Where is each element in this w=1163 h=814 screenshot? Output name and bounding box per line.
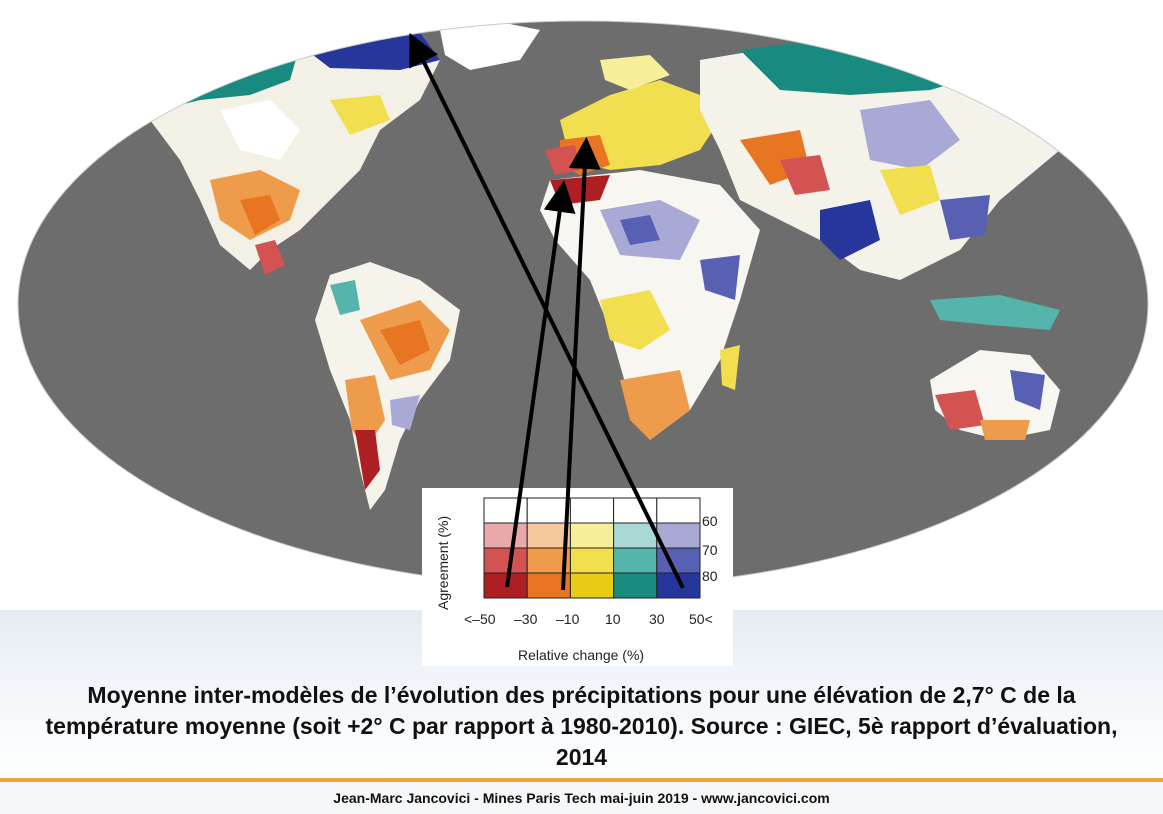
legend-cell-top-5 (656, 572, 701, 599)
agreement-70-label: 70 (702, 542, 718, 558)
footer-band (0, 782, 1163, 814)
figure-caption: Moyenne inter-modèles de l’évolution des… (45, 682, 1118, 770)
legend-cells (483, 497, 701, 599)
legend-cell-70-5 (656, 522, 701, 549)
legend-cell-60-2 (526, 497, 571, 524)
legend-cell-top-4 (613, 572, 658, 599)
x-tick-1: <–50 (464, 611, 496, 627)
legend-cell-70-1 (483, 522, 528, 549)
australia (930, 350, 1060, 440)
legend-cell-80-4 (613, 547, 658, 574)
legend-graphic: 60 70 80 <–50 –30 –10 10 30 50< Relative… (435, 497, 718, 663)
x-tick-5: 30 (649, 611, 665, 627)
agreement-80-label: 80 (702, 568, 718, 584)
x-tick-3: –10 (556, 611, 580, 627)
legend-cell-60-4 (613, 497, 658, 524)
legend-cell-80-3 (569, 547, 615, 574)
legend-cell-80-2 (526, 547, 571, 574)
legend-cell-80-1 (483, 547, 528, 574)
x-axis-label: Relative change (%) (518, 647, 644, 663)
madagascar (720, 345, 740, 390)
x-tick-2: –30 (514, 611, 538, 627)
legend-cell-60-3 (569, 497, 615, 524)
indonesia (930, 295, 1060, 330)
x-tick-4: 10 (605, 611, 621, 627)
legend: 60 70 80 <–50 –30 –10 10 30 50< Relative… (422, 488, 733, 666)
agreement-60-label: 60 (702, 513, 718, 529)
y-axis-label: Agreement (%) (435, 516, 451, 610)
legend-cell-80-5 (656, 547, 701, 574)
legend-cell-top-2 (526, 572, 571, 599)
legend-cell-70-2 (526, 522, 571, 549)
legend-cell-60-5 (656, 497, 701, 524)
legend-cell-60-1 (483, 497, 528, 524)
legend-cell-70-3 (569, 522, 615, 549)
footer-divider (0, 778, 1163, 782)
x-tick-6: 50< (689, 611, 713, 627)
legend-cell-top-3 (569, 572, 615, 599)
legend-cell-top-1 (483, 572, 528, 599)
legend-cell-70-4 (613, 522, 658, 549)
footer-credit: Jean-Marc Jancovici - Mines Paris Tech m… (333, 790, 830, 806)
